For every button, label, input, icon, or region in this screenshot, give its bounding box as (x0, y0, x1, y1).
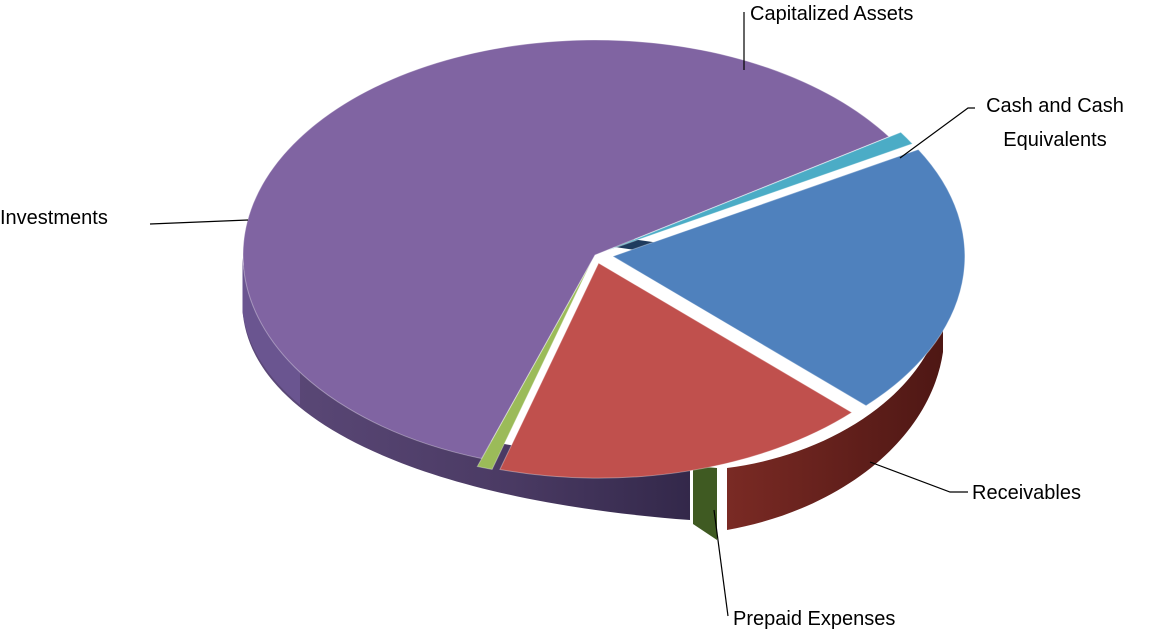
label-cash-line2: Equivalents (1003, 129, 1106, 151)
leader-line-cash (899, 107, 975, 159)
receivables-side (727, 312, 943, 530)
leader-lines (149, 12, 975, 617)
leader-line-receivables (869, 461, 968, 493)
prepaid-expenses-side (693, 466, 717, 540)
slice-receivables (499, 262, 853, 479)
leader-line-prepaid (713, 509, 729, 617)
label-investments: Investments (0, 207, 108, 229)
slice-capitalized-assets (606, 131, 914, 252)
label-cash-line1: Cash and Cash (986, 95, 1124, 117)
label-prepaid-expenses: Prepaid Expenses (733, 608, 895, 630)
leader-line-investments (149, 219, 249, 225)
slice-cash-and-cash-equivalents (611, 148, 966, 407)
label-receivables: Receivables (972, 482, 1081, 504)
slice-prepaid-expenses (476, 262, 592, 470)
label-capitalized-assets: Capitalized Assets (750, 3, 913, 25)
slice-investments (242, 39, 890, 460)
